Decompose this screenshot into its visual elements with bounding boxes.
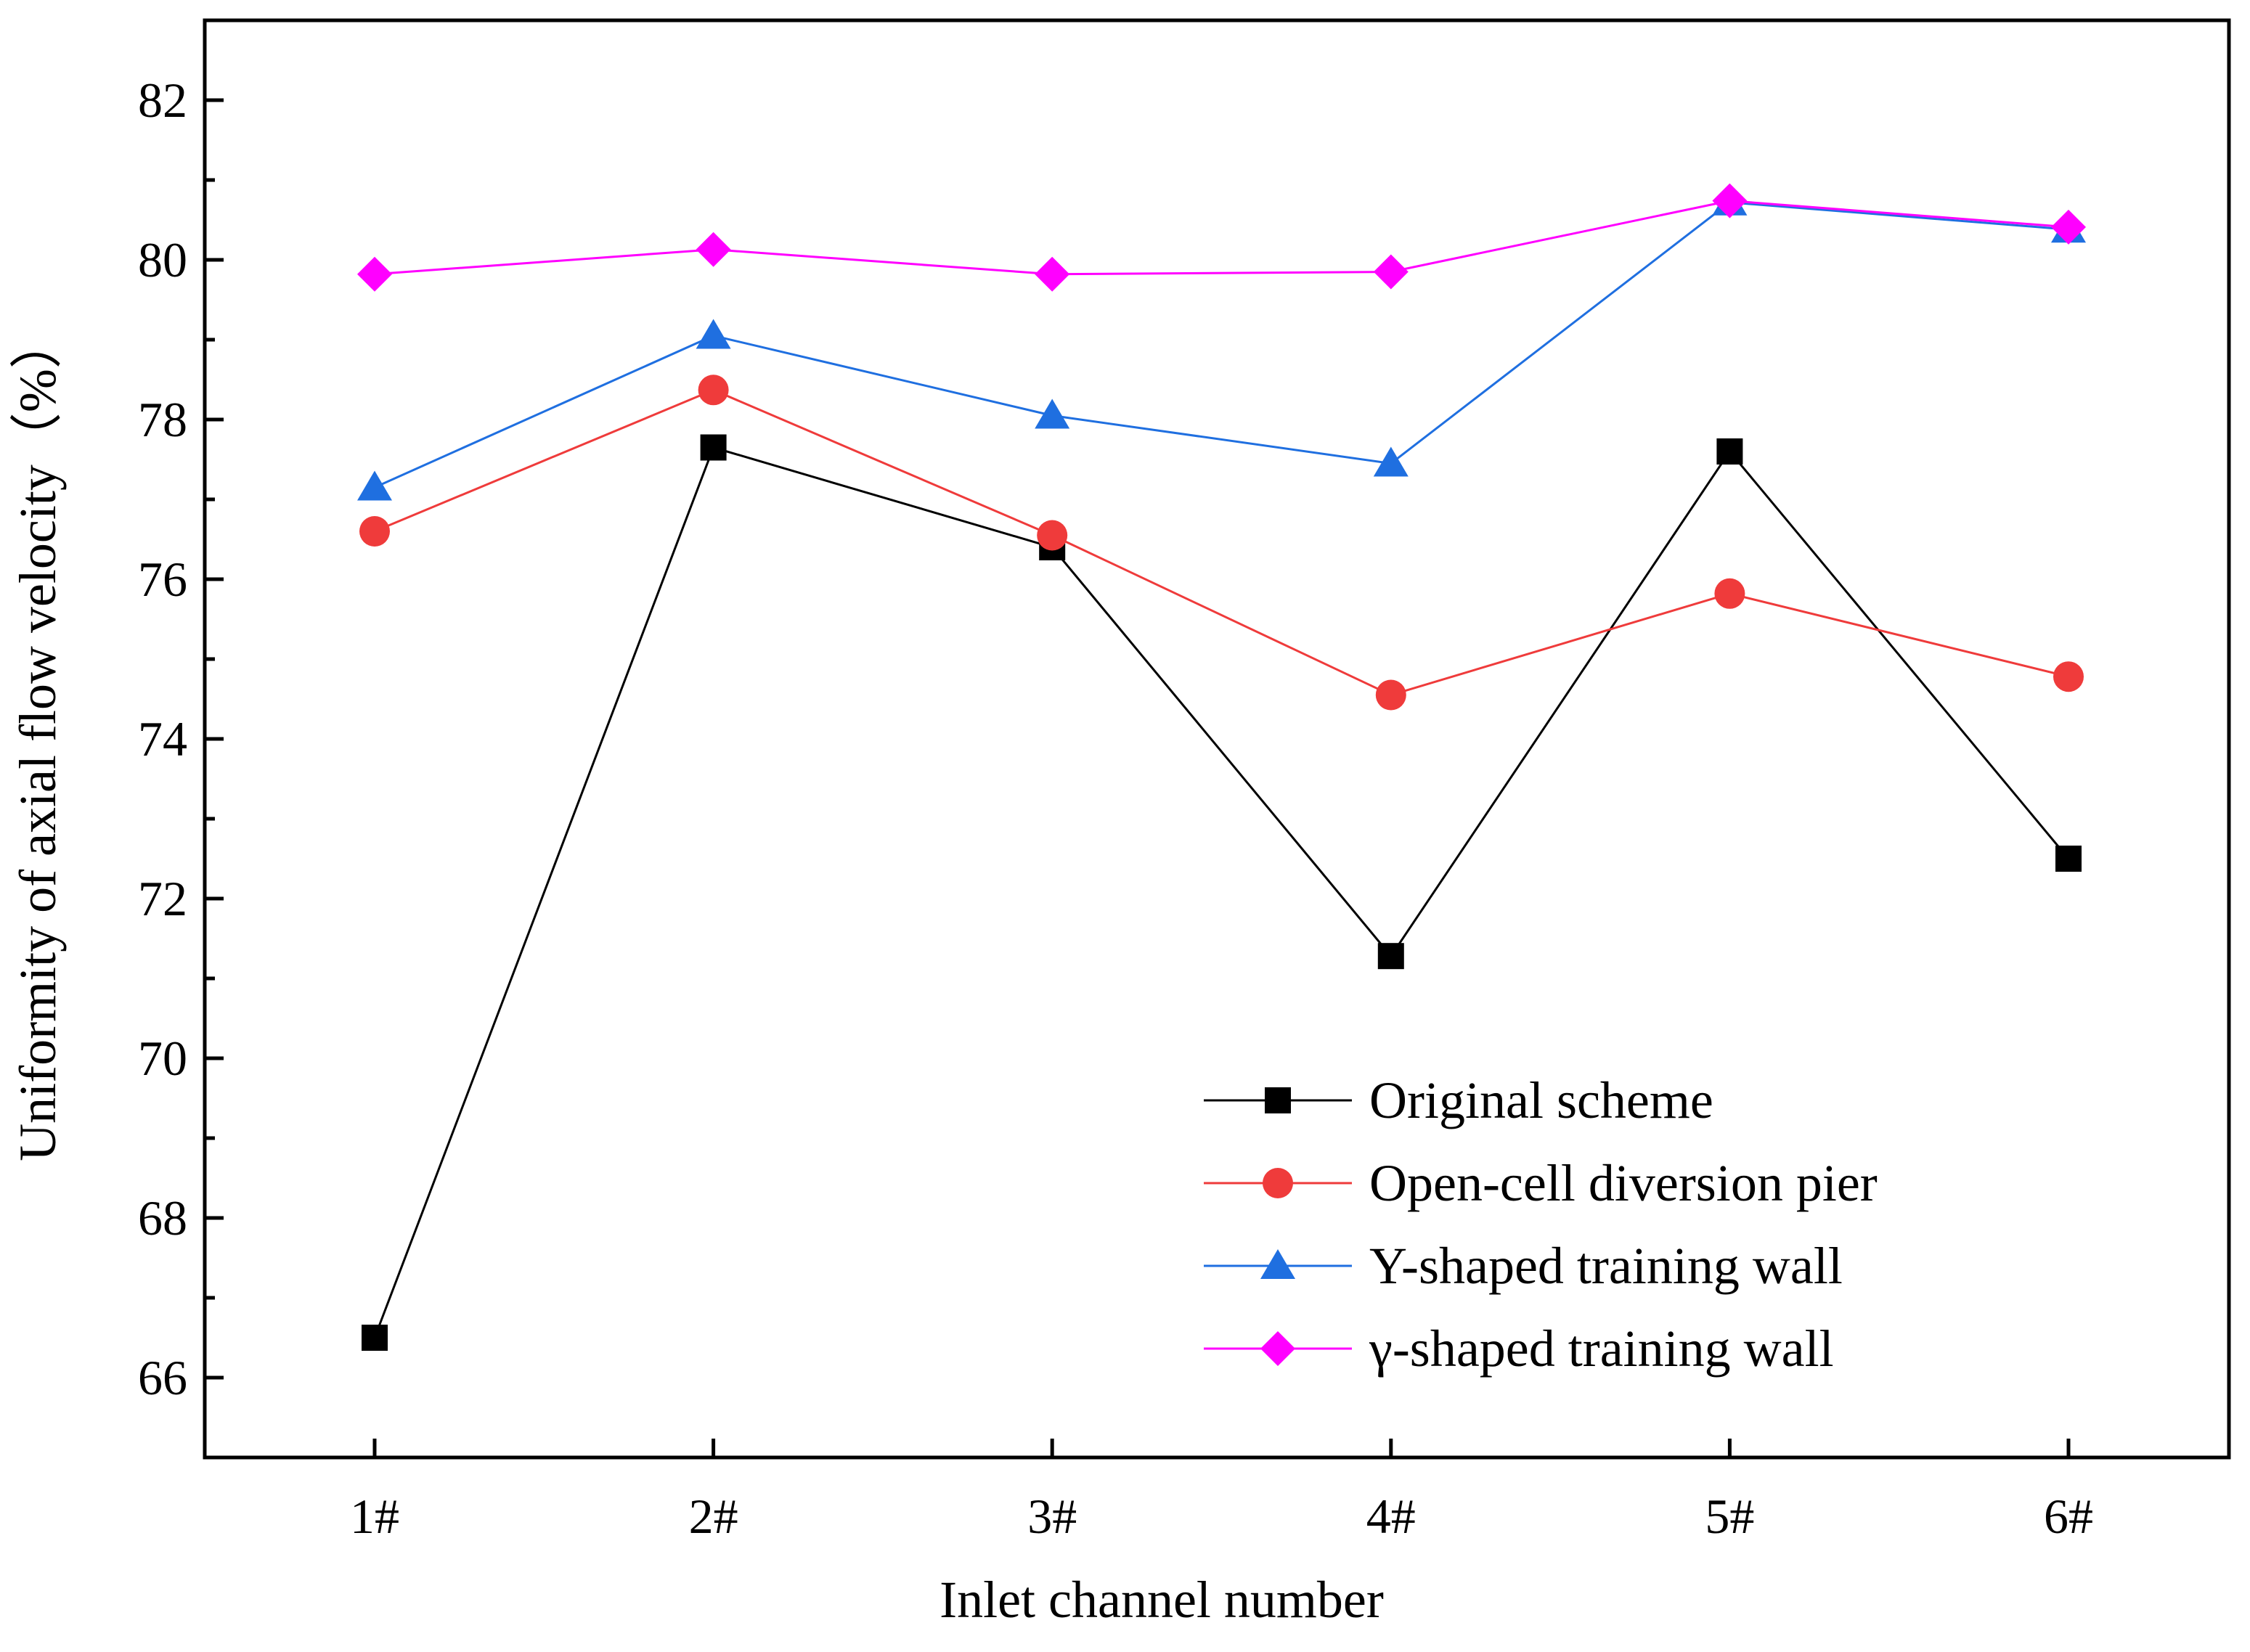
data-point — [1377, 943, 1404, 970]
x-tick-label: 1# — [350, 1489, 399, 1544]
data-point — [2055, 846, 2082, 872]
data-point — [1716, 438, 1743, 465]
data-point — [696, 232, 731, 267]
legend: Original scheme Open-cell diversion pier Y… — [1204, 1071, 1878, 1378]
x-tick-label: 4# — [1366, 1489, 1416, 1544]
legend-item: Open-cell diversion pier — [1204, 1154, 1878, 1212]
data-point — [1037, 520, 1068, 551]
data-point — [696, 319, 731, 349]
legend-marker — [1265, 1087, 1291, 1113]
data-point — [1714, 578, 1745, 609]
x-tick-label: 3# — [1027, 1489, 1077, 1544]
data-point — [2051, 209, 2086, 245]
series-2 — [359, 375, 2084, 711]
series-line — [374, 200, 2069, 276]
y-tick-label: 70 — [138, 1031, 187, 1086]
y-tick-label: 74 — [138, 711, 187, 766]
legend-item: γ-shaped training wall — [1204, 1320, 1834, 1378]
y-tick-label: 76 — [138, 552, 187, 607]
x-axis-title: Inlet channel number — [939, 1571, 1384, 1629]
y-axis: 66 68 70 72 74 76 78 80 82 — [138, 18, 224, 1460]
data-point — [1035, 256, 1070, 292]
data-point — [1373, 254, 1409, 290]
y-tick-label: 78 — [138, 392, 187, 447]
data-point — [2053, 661, 2084, 692]
y-tick-label: 68 — [138, 1190, 187, 1246]
x-tick-label: 2# — [689, 1489, 738, 1544]
data-point — [698, 375, 729, 406]
legend-marker — [1260, 1331, 1295, 1366]
series-line — [373, 446, 2070, 1338]
data-point — [1375, 679, 1406, 711]
legend-marker — [1263, 1168, 1293, 1198]
y-tick-label: 80 — [138, 232, 187, 287]
legend-label: Original scheme — [1369, 1071, 1713, 1129]
y-tick-label: 72 — [138, 871, 187, 926]
legend-label: Y-shaped training wall — [1369, 1237, 1843, 1295]
series-4 — [357, 183, 2086, 292]
y-tick-label: 66 — [138, 1350, 187, 1405]
plot-frame — [203, 18, 2231, 1460]
series-line — [374, 201, 2069, 488]
x-axis: 1# 2# 3# 4# 5# 6# — [350, 1439, 2093, 1544]
data-point — [1712, 183, 1748, 218]
legend-label: γ-shaped training wall — [1369, 1320, 1834, 1378]
y-tick-label: 82 — [138, 73, 187, 128]
legend-item: Original scheme — [1204, 1071, 1713, 1129]
legend-marker — [1260, 1249, 1295, 1279]
data-point — [1035, 398, 1070, 429]
data-point — [700, 434, 727, 461]
legend-label: Open-cell diversion pier — [1369, 1154, 1878, 1212]
data-point — [359, 516, 390, 547]
series-3 — [357, 185, 2086, 501]
legend-item: Y-shaped training wall — [1204, 1237, 1843, 1295]
series-line — [374, 388, 2069, 697]
x-tick-label: 6# — [2044, 1489, 2093, 1544]
x-tick-label: 5# — [1705, 1489, 1754, 1544]
series-1 — [362, 434, 2082, 1351]
data-point — [357, 470, 392, 501]
series-layer — [357, 183, 2086, 1351]
y-axis-title: Uniformity of axial flow velocity（%） — [9, 316, 67, 1161]
data-point — [357, 256, 392, 292]
data-point — [1373, 446, 1409, 477]
data-point — [362, 1325, 388, 1351]
